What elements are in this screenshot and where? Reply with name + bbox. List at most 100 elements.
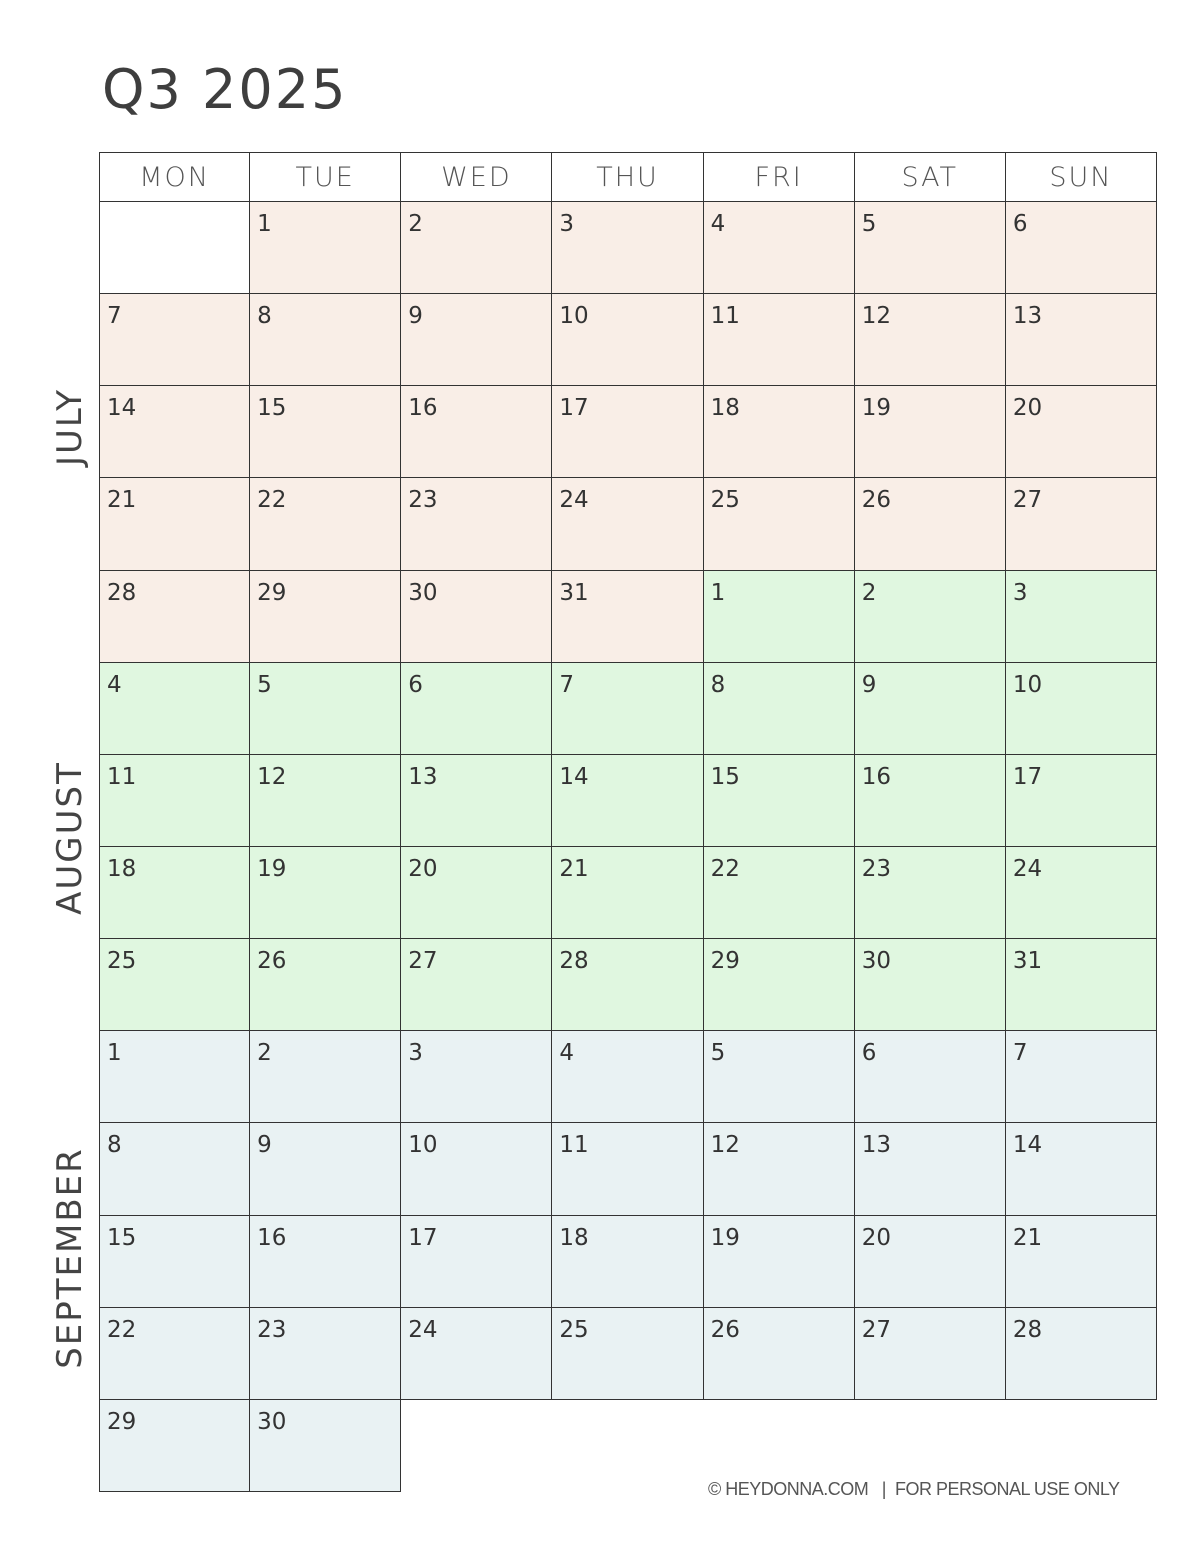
day-number: 26: [710, 1316, 740, 1343]
day-cell: 14: [552, 754, 704, 847]
day-number: 4: [107, 671, 122, 698]
day-cell: 22: [703, 846, 855, 940]
day-number: 28: [559, 948, 589, 975]
day-cell: 8: [703, 662, 855, 755]
day-cell: 25: [99, 939, 251, 1032]
day-number: 6: [1012, 211, 1028, 237]
empty-cell: [552, 1400, 703, 1492]
day-number: 8: [257, 303, 272, 330]
day-number: 19: [710, 1224, 740, 1251]
day-cell: 5: [854, 202, 1006, 295]
day-number: 29: [107, 1408, 137, 1435]
day-cell: 14: [1005, 1123, 1157, 1216]
day-number: 4: [559, 1040, 575, 1067]
day-number: 24: [1012, 855, 1043, 882]
day-number: 1: [710, 579, 726, 606]
day-cell: 19: [703, 1215, 855, 1308]
day-number: 11: [710, 303, 740, 330]
day-number: 8: [710, 671, 726, 698]
day-number: 9: [861, 671, 877, 698]
day-cell: 27: [854, 1307, 1006, 1400]
day-number: 2: [861, 579, 877, 606]
day-number: 3: [559, 211, 575, 237]
day-cell: 6: [401, 662, 553, 755]
day-cell: 13: [401, 754, 553, 847]
day-cell: 31: [1005, 939, 1157, 1032]
day-cell: 21: [1005, 1215, 1157, 1308]
day-number: 20: [1012, 395, 1043, 422]
day-number: 13: [408, 763, 438, 790]
day-cell: 20: [854, 1215, 1006, 1308]
day-number: 3: [1012, 579, 1028, 606]
day-number: 12: [257, 763, 287, 790]
day-number: 15: [257, 395, 287, 422]
day-cell: 2: [854, 570, 1006, 663]
day-number: 16: [861, 763, 891, 790]
day-number: 10: [559, 303, 589, 330]
day-cell: 9: [401, 294, 553, 387]
day-cell: 15: [99, 1215, 251, 1308]
day-cell: 24: [401, 1307, 553, 1400]
day-cell: 30: [401, 570, 553, 663]
day-number: 23: [257, 1316, 287, 1343]
day-cell: 16: [401, 386, 553, 479]
day-number: 11: [107, 763, 137, 790]
day-cell: 15: [250, 386, 402, 479]
day-number: 5: [861, 211, 877, 237]
day-number: 2: [257, 1040, 272, 1067]
day-number: 25: [559, 1316, 589, 1343]
day-cell: 27: [401, 939, 553, 1032]
day-cell: 7: [1005, 1031, 1157, 1124]
day-number: 14: [559, 763, 589, 790]
day-cell: 2: [250, 1031, 402, 1124]
day-number: 4: [710, 211, 726, 237]
day-cell: 20: [1005, 386, 1157, 479]
day-number: 14: [1012, 1132, 1043, 1159]
day-cell: 17: [401, 1215, 553, 1308]
day-cell: 4: [703, 202, 855, 295]
day-number: 27: [1012, 487, 1043, 514]
day-cell: 16: [250, 1215, 402, 1308]
day-cell: 19: [854, 386, 1006, 479]
day-number: 17: [559, 395, 589, 422]
day-number: 19: [861, 395, 891, 422]
day-cell: 28: [99, 570, 251, 663]
day-number: 28: [107, 579, 137, 606]
day-cell: 1: [703, 570, 855, 663]
day-cell: 7: [99, 294, 251, 387]
day-number: 23: [861, 855, 891, 882]
day-number: 1: [257, 211, 272, 237]
day-number: 22: [710, 855, 740, 882]
day-number: 12: [861, 303, 891, 330]
day-cell: 10: [552, 294, 704, 387]
day-number: 1: [107, 1040, 122, 1067]
day-cell: 29: [99, 1399, 251, 1492]
weekday-header-mon: MON: [99, 152, 251, 202]
day-number: 6: [408, 671, 423, 698]
weekday-header-sat: SAT: [854, 152, 1006, 202]
weekday-header-sun: SUN: [1005, 152, 1157, 202]
day-number: 30: [408, 579, 438, 606]
day-number: 27: [408, 948, 438, 975]
day-number: 18: [559, 1224, 589, 1251]
day-cell: 22: [99, 1307, 251, 1400]
day-number: 5: [257, 671, 272, 698]
day-cell: 10: [401, 1123, 553, 1216]
day-number: 7: [1012, 1040, 1028, 1067]
day-number: 16: [257, 1224, 287, 1251]
day-cell: 6: [854, 1031, 1006, 1124]
day-number: 16: [408, 395, 438, 422]
day-cell: 2: [401, 202, 553, 295]
day-cell: 18: [99, 846, 251, 940]
day-number: 11: [559, 1132, 589, 1159]
day-cell: 25: [552, 1307, 704, 1400]
day-number: 29: [257, 579, 287, 606]
day-number: 10: [1012, 671, 1043, 698]
day-number: 18: [107, 855, 137, 882]
day-cell: 14: [99, 386, 251, 479]
day-number: 2: [408, 211, 423, 237]
day-cell: 30: [250, 1399, 402, 1492]
day-cell: 27: [1005, 478, 1157, 571]
day-cell: 22: [250, 478, 402, 571]
day-number: 21: [559, 855, 589, 882]
